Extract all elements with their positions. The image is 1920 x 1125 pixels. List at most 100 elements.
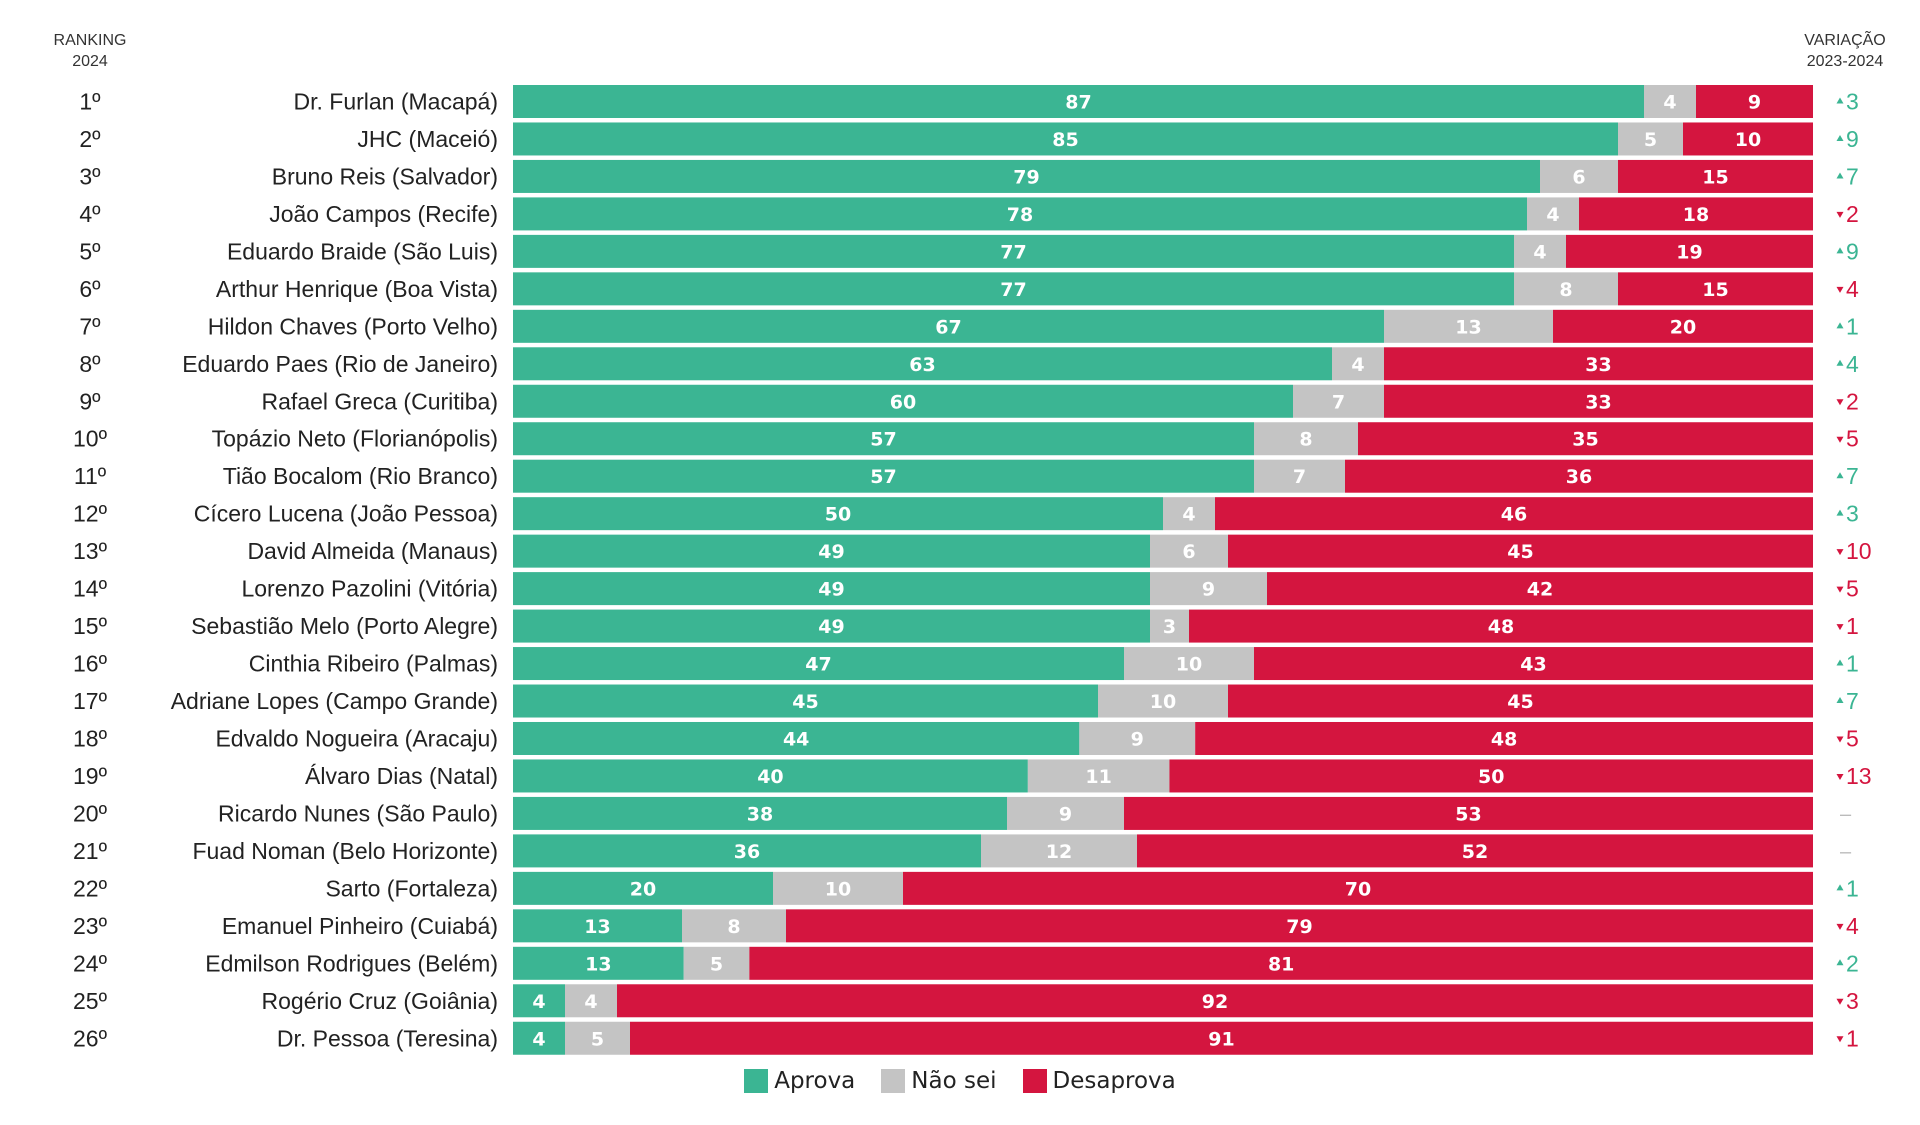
bar-nao-sei [1150,534,1228,568]
value-label-nao-sei: 5 [1644,129,1657,151]
arrow-up-icon [1836,659,1844,666]
bar-nao-sei [1384,309,1553,343]
value-label-desaprova: 81 [1268,953,1294,975]
variation-label: 4 [1846,913,1859,939]
row-name-label: Edmilson Rodrigues (Belém) [205,950,498,976]
variation-label: – [1840,841,1852,863]
bar-nao-sei [1163,497,1215,531]
variation-label: 2 [1846,950,1859,976]
bar-desaprova [1566,234,1813,268]
value-label-nao-sei: 13 [1455,316,1481,338]
bar-nao-sei [1514,234,1566,268]
variation-label: 10 [1846,538,1872,564]
bar-aprova [513,946,684,980]
bar-aprova [513,721,1080,755]
bar-nao-sei [1618,122,1683,156]
chart-row: 25º Rogério Cruz (Goiânia) 4 4 92 3 [73,984,1859,1018]
variation-label: 3 [1846,501,1859,527]
rank-label: 19º [73,763,108,789]
bar-nao-sei [1254,459,1345,493]
chart-row: 15º Sebastião Melo (Porto Alegre) 49 3 48 1 [73,609,1859,643]
row-name-label: JHC (Maceió) [357,126,498,152]
bar-desaprova [1345,459,1813,493]
rank-label: 17º [73,688,108,714]
row-name-label: Bruno Reis (Salvador) [272,163,498,189]
value-label-nao-sei: 3 [1163,616,1176,638]
value-label-desaprova: 46 [1501,504,1527,526]
rank-label: 7º [79,313,101,339]
value-label-nao-sei: 7 [1293,466,1306,488]
arrow-down-icon [1836,399,1844,406]
arrow-down-icon [1836,549,1844,556]
value-label-desaprova: 91 [1208,1028,1234,1050]
value-label-aprova: 40 [757,766,783,788]
bar-aprova [513,759,1028,793]
row-name-label: Eduardo Braide (São Luis) [227,238,498,264]
bar-aprova [513,909,682,943]
value-label-nao-sei: 4 [584,991,597,1013]
variation-header-line1: VARIAÇÃO [1804,32,1886,49]
bar-aprova [513,609,1150,643]
bar-nao-sei [1079,721,1196,755]
chart-row: 17º Adriane Lopes (Campo Grande) 45 10 45 7 [73,684,1859,718]
value-label-desaprova: 48 [1488,616,1514,638]
legend-item-nao-sei: Não sei [881,1068,997,1094]
bar-desaprova [1384,384,1813,418]
arrow-up-icon [1836,134,1844,141]
bar-desaprova [617,984,1813,1018]
bar-aprova [513,534,1150,568]
row-name-label: David Almeida (Manaus) [247,538,498,564]
row-name-label: Ricardo Nunes (São Paulo) [218,800,498,826]
chart-row: 3º Bruno Reis (Salvador) 79 6 15 7 [79,159,1859,193]
chart-row: 24º Edmilson Rodrigues (Belém) 13 5 81 2 [73,946,1859,980]
bar-nao-sei [1514,272,1618,306]
value-label-aprova: 57 [870,429,896,451]
value-label-aprova: 4 [532,991,545,1013]
chart-row: 18º Edvaldo Nogueira (Aracaju) 44 9 48 5 [73,721,1859,755]
bar-desaprova [1228,684,1813,718]
row-name-label: Sarto (Fortaleza) [325,875,498,901]
variation-label: 7 [1846,163,1859,189]
arrow-down-icon [1836,211,1844,218]
value-label-nao-sei: 10 [825,878,851,900]
row-name-label: Cinthia Ribeiro (Palmas) [249,651,498,677]
row-name-label: Fuad Noman (Belo Horizonte) [192,838,498,864]
legend-label-nao-sei: Não sei [911,1068,997,1094]
bar-aprova [513,684,1098,718]
value-label-desaprova: 45 [1507,541,1533,563]
variation-label: 1 [1846,613,1859,639]
legend-swatch-desaprova [1022,1069,1047,1093]
row-name-label: João Campos (Recife) [269,201,498,227]
bar-nao-sei [1150,609,1189,643]
value-label-aprova: 38 [747,803,773,825]
bar-aprova [513,197,1527,231]
rank-label: 13º [73,538,108,564]
rank-label: 20º [73,800,108,826]
bar-aprova [513,384,1293,418]
row-name-label: Hildon Chaves (Porto Velho) [208,313,498,339]
value-label-desaprova: 15 [1702,279,1728,301]
value-label-desaprova: 33 [1585,354,1611,376]
variation-label: 9 [1846,238,1859,264]
value-label-desaprova: 9 [1748,92,1761,114]
row-name-label: Arthur Henrique (Boa Vista) [216,276,498,302]
value-label-aprova: 57 [870,466,896,488]
value-label-aprova: 67 [935,316,961,338]
variation-label: 4 [1846,276,1859,302]
variation-label: 1 [1846,875,1859,901]
bar-nao-sei [565,984,617,1018]
rank-label: 6º [79,276,101,302]
value-label-aprova: 13 [585,953,611,975]
bar-aprova [513,85,1644,118]
bar-nao-sei [1027,759,1170,793]
bar-aprova [513,347,1332,381]
value-label-nao-sei: 12 [1046,841,1072,863]
value-label-desaprova: 45 [1507,691,1533,713]
chart-row: 7º Hildon Chaves (Porto Velho) 67 13 20 1 [79,309,1859,343]
bar-aprova [513,309,1384,343]
bar-aprova [513,984,565,1018]
bar-nao-sei [682,909,786,943]
row-name-label: Lorenzo Pazolini (Vitória) [241,576,498,602]
rank-label: 9º [79,388,101,414]
